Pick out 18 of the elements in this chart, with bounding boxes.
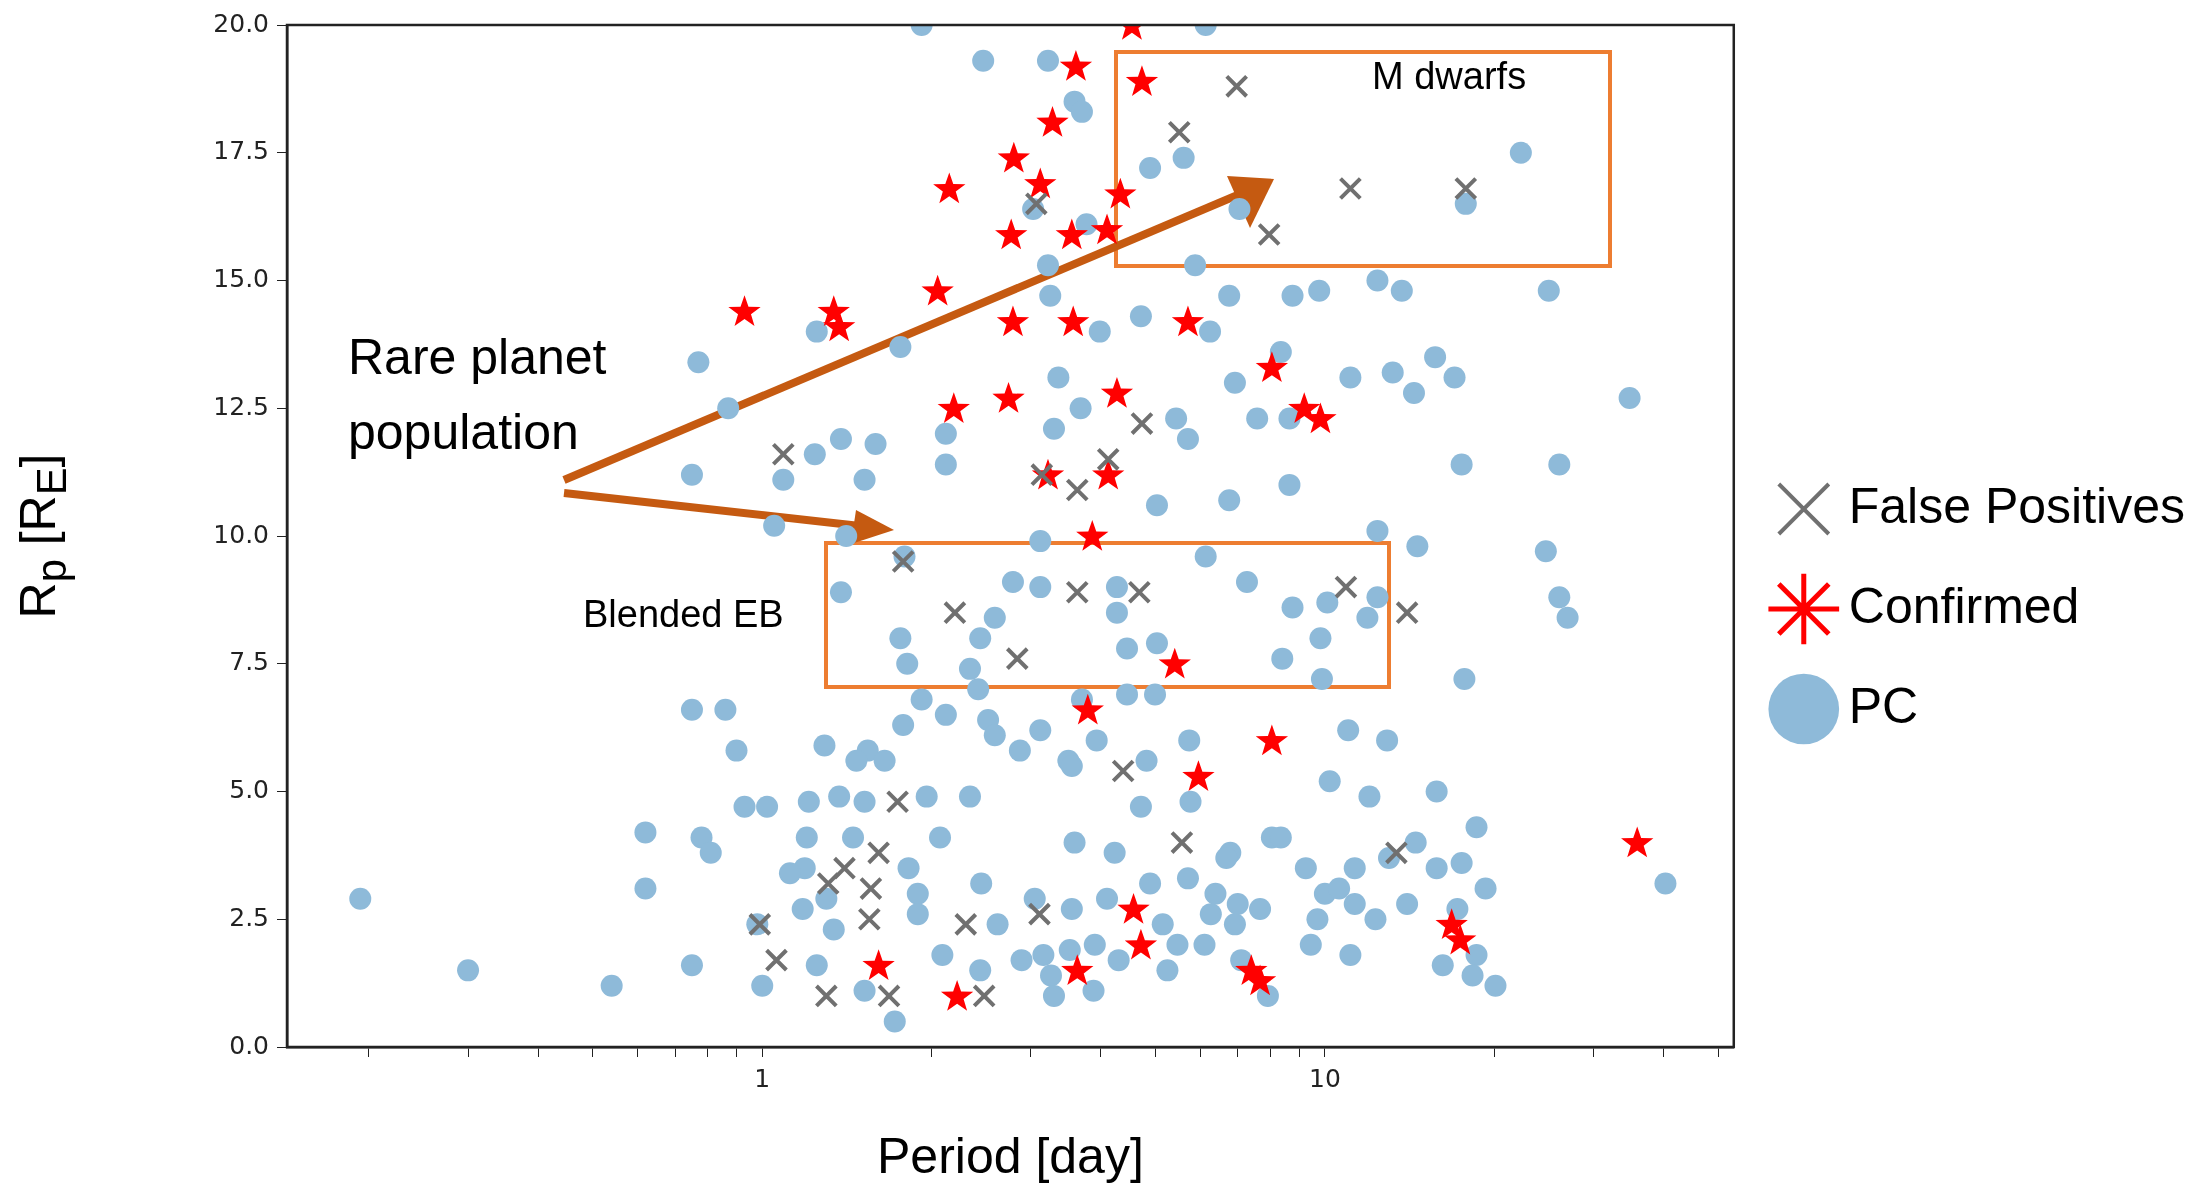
y-tick-label: 7.5 (229, 647, 269, 677)
legend-label: PC (1848, 677, 1919, 734)
annotation: Rare planet population (348, 328, 608, 462)
legend-label: False Positives (1848, 477, 2185, 534)
y-tick-label: 15.0 (213, 264, 269, 293)
x-tick-label: 1 (754, 1063, 771, 1093)
y-tick-label: 0.0 (229, 1030, 269, 1060)
x-tick-label: 10 (1308, 1063, 1341, 1093)
legend-label: Confirmed (1848, 577, 2080, 634)
annotation: Blended EB (583, 592, 785, 637)
annotation: M dwarfs (1372, 54, 1528, 99)
y-tick-label: 10.0 (213, 519, 269, 549)
y-tick-label: 17.5 (213, 136, 269, 166)
y-tick-label: 20.0 (213, 8, 269, 38)
y-tick-label: 12.5 (213, 391, 269, 421)
y-tick-label: 2.5 (229, 902, 269, 932)
x-axis-title: Period [day] (876, 1127, 1144, 1184)
y-tick-label: 5.0 (229, 775, 269, 804)
